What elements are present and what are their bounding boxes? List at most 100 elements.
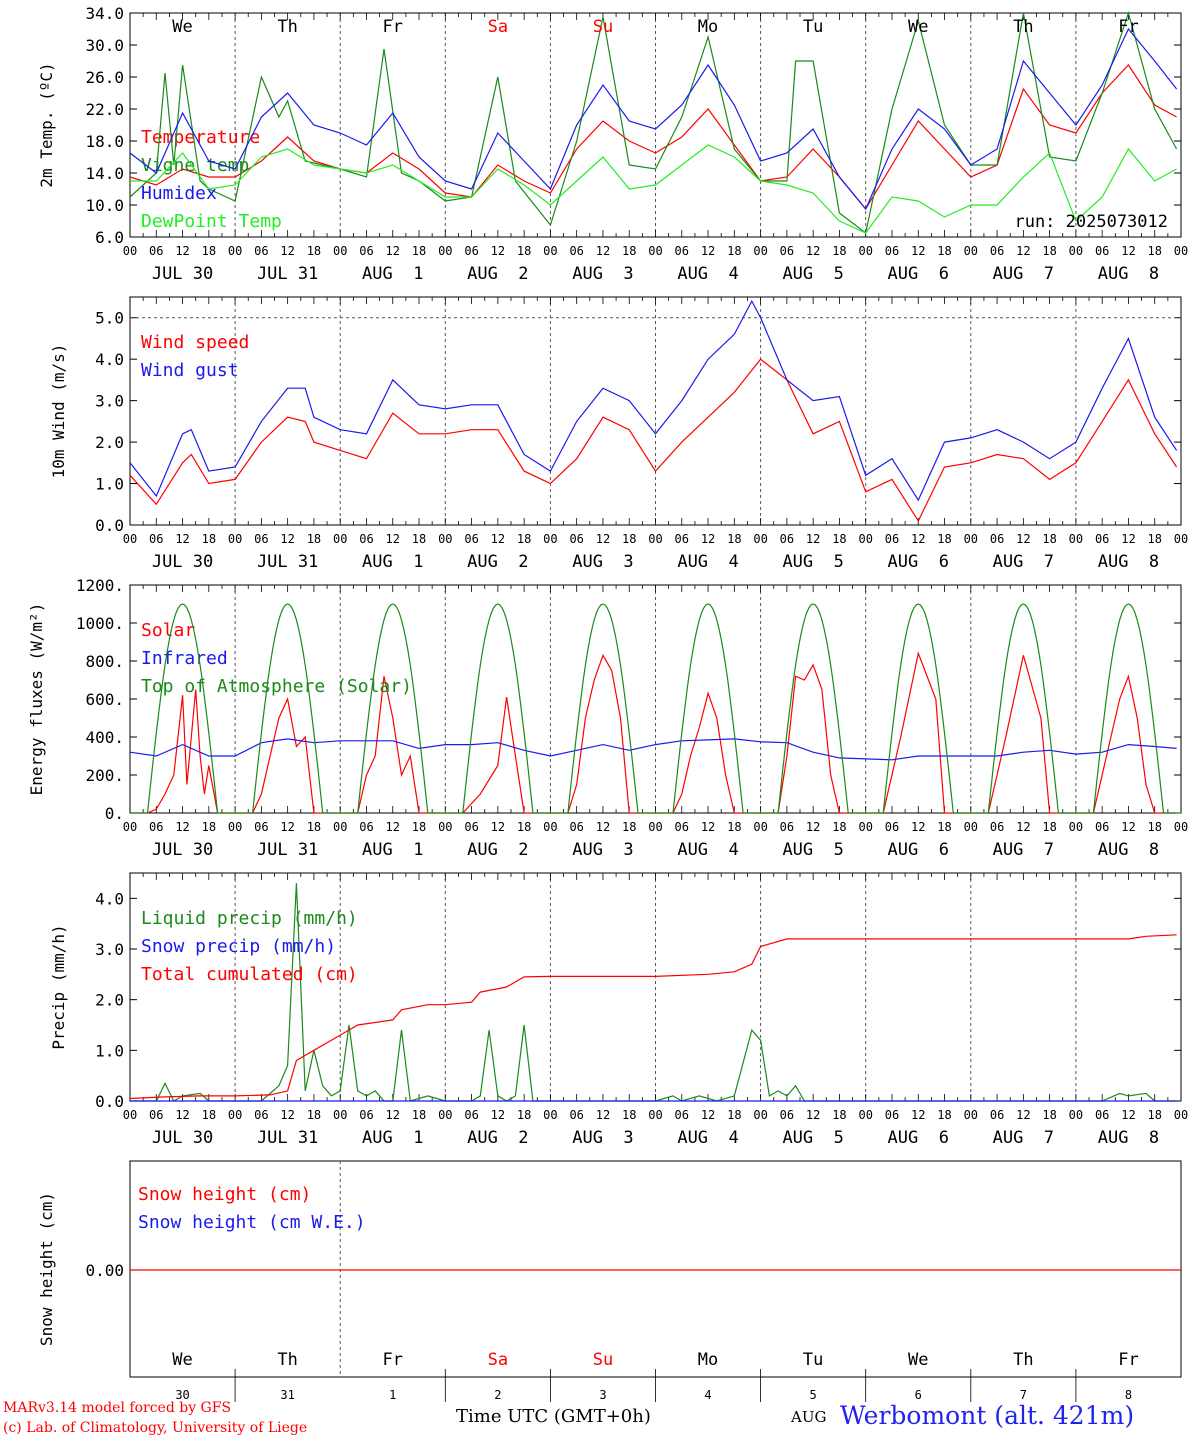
hour-label: 06 — [885, 1108, 899, 1122]
legend-entry: DewPoint Temp — [141, 211, 282, 232]
time-axis-label: Time UTC (GMT+0h) — [456, 1406, 651, 1427]
hour-label: 06 — [675, 244, 689, 258]
hour-label: 06 — [569, 1108, 583, 1122]
hour-label: 18 — [202, 532, 216, 546]
hour-label: 00 — [543, 820, 557, 834]
hour-label: 18 — [412, 1108, 426, 1122]
hour-label: 00 — [1069, 532, 1083, 546]
hour-label: 00 — [1174, 820, 1188, 834]
hour-label: 00 — [964, 820, 978, 834]
hour-label: 18 — [517, 244, 531, 258]
y-tick-label: 200. — [85, 766, 124, 785]
hour-label: 18 — [832, 1108, 846, 1122]
hour-label: 06 — [254, 532, 268, 546]
hour-label: 18 — [412, 820, 426, 834]
hour-label: 18 — [202, 244, 216, 258]
date-label: AUG 5 — [782, 1128, 843, 1148]
hour-label: 00 — [964, 244, 978, 258]
day-number: 2 — [494, 1388, 501, 1402]
hour-label: 18 — [1042, 820, 1056, 834]
hour-label: 00 — [333, 1108, 347, 1122]
hour-label: 18 — [1147, 244, 1161, 258]
hour-label: 12 — [911, 532, 925, 546]
date-label: AUG 6 — [888, 552, 949, 572]
panel-2: 00 06 12 18 00 06 12 18 00 06 12 18 00 06 12 18 00 06 12 18… — [49, 296, 1188, 572]
hour-label: 18 — [517, 820, 531, 834]
y-axis-label: 2m Temp. (ºC) — [37, 62, 56, 187]
date-label: AUG 2 — [467, 552, 528, 572]
hour-label: 12 — [175, 1108, 189, 1122]
y-tick-label: 6.0 — [95, 228, 124, 247]
hour-label: 06 — [464, 532, 478, 546]
hour-label: 00 — [123, 532, 137, 546]
hour-label: 18 — [412, 244, 426, 258]
day-number: 6 — [915, 1388, 922, 1402]
y-tick-label: 600. — [85, 690, 124, 709]
hour-label: 18 — [727, 244, 741, 258]
hour-label: 18 — [202, 820, 216, 834]
hour-label: 12 — [386, 820, 400, 834]
date-label: AUG 8 — [1098, 840, 1159, 860]
panel-5: 0.00 Snow height (cm) Snow height (cm) Snow… — [37, 1160, 1182, 1402]
hour-label: 18 — [727, 820, 741, 834]
hour-label: 12 — [175, 532, 189, 546]
hour-label: 06 — [885, 820, 899, 834]
y-tick-label: 3.0 — [95, 392, 124, 411]
y-tick-label: 0. — [105, 804, 124, 823]
hour-label: 00 — [543, 244, 557, 258]
y-tick-label: 34.0 — [85, 4, 124, 23]
weekday-label-bottom: Mo — [698, 1350, 718, 1370]
hour-label: 12 — [911, 244, 925, 258]
run-label: run: 2025073012 — [1014, 212, 1168, 232]
hour-label: 18 — [832, 532, 846, 546]
series-line-0 — [129, 64, 1177, 211]
station-name: Werbomont (alt. 421m) — [840, 1401, 1135, 1430]
hour-label: 00 — [858, 1108, 872, 1122]
hour-label: 00 — [753, 1108, 767, 1122]
hour-label: 12 — [1121, 532, 1135, 546]
y-tick-label: 3.0 — [95, 940, 124, 959]
hour-label: 00 — [964, 1108, 978, 1122]
hour-label: 18 — [307, 532, 321, 546]
hour-label: 12 — [386, 1108, 400, 1122]
hour-label: 00 — [858, 532, 872, 546]
weekday-label-bottom: Su — [593, 1350, 613, 1370]
hour-label: 18 — [1147, 1108, 1161, 1122]
hour-label: 06 — [359, 820, 373, 834]
hour-label: 00 — [123, 1108, 137, 1122]
day-number: 4 — [704, 1388, 711, 1402]
hour-label: 06 — [780, 532, 794, 546]
hour-label: 00 — [753, 244, 767, 258]
y-axis-label: Precip (mm/h) — [49, 924, 68, 1049]
hour-label: 00 — [1069, 1108, 1083, 1122]
hour-label: 00 — [1174, 1108, 1188, 1122]
hour-label: 00 — [648, 1108, 662, 1122]
hour-label: 06 — [1095, 1108, 1109, 1122]
hour-label: 06 — [990, 820, 1004, 834]
date-label: AUG 8 — [1098, 264, 1159, 284]
date-label: AUG 6 — [888, 264, 949, 284]
hour-label: 12 — [280, 1108, 294, 1122]
hour-label: 12 — [1016, 1108, 1030, 1122]
hour-label: 00 — [123, 820, 137, 834]
hour-label: 00 — [228, 1108, 242, 1122]
hour-label: 06 — [254, 244, 268, 258]
hour-label: 12 — [175, 820, 189, 834]
hour-label: 12 — [596, 244, 610, 258]
y-tick-label: 22.0 — [85, 100, 124, 119]
hour-label: 18 — [1147, 820, 1161, 834]
date-label: AUG 8 — [1098, 552, 1159, 572]
date-label: AUG 1 — [362, 264, 423, 284]
y-tick-label: 18.0 — [85, 132, 124, 151]
series-line-1 — [129, 299, 1178, 502]
hour-label: 06 — [990, 244, 1004, 258]
series-line-1 — [129, 738, 1177, 761]
hour-label: 18 — [937, 820, 951, 834]
hour-label: 18 — [1042, 244, 1056, 258]
hour-label: 12 — [806, 820, 820, 834]
y-tick-label: 5.0 — [95, 309, 124, 328]
series-line-2 — [129, 934, 1177, 1100]
hour-label: 12 — [806, 244, 820, 258]
hour-label: 12 — [701, 244, 715, 258]
hour-label: 06 — [675, 820, 689, 834]
